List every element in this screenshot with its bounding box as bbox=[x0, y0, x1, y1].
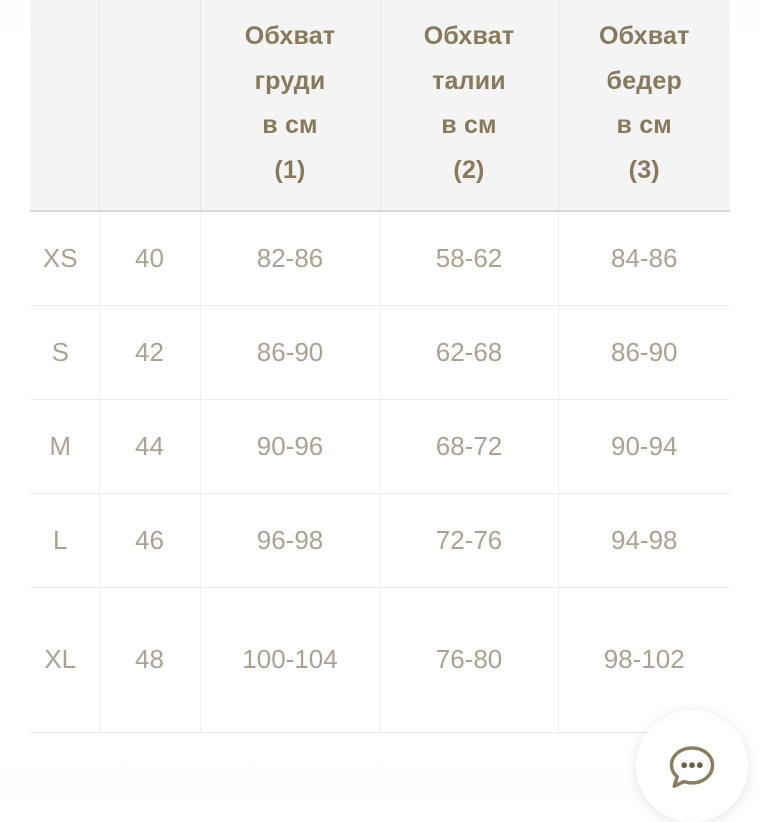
cell-rus-size: 42 bbox=[99, 305, 201, 400]
bust-header-line-1: Обхват bbox=[244, 22, 336, 50]
hips-header-line-4: (3) bbox=[628, 155, 660, 184]
table-row: M 44 90-96 68-72 90-94 bbox=[30, 399, 730, 494]
chat-widget-button[interactable] bbox=[636, 710, 748, 822]
cell-waist: 68-72 bbox=[380, 399, 559, 494]
waist-header-line-2: талии bbox=[432, 66, 506, 95]
cell-hips: 98-102 bbox=[558, 587, 730, 733]
hips-header-line-1: Обхват bbox=[598, 22, 690, 50]
waist-header-line-1: Обхват bbox=[423, 22, 515, 50]
table-row: XS 40 82-86 58-62 84-86 bbox=[30, 211, 730, 306]
waist-header-line-3: в см bbox=[441, 111, 497, 139]
cell-waist: 58-62 bbox=[380, 211, 559, 306]
cell-bust: 100-104 bbox=[200, 587, 381, 733]
hips-header-line-3: в см bbox=[616, 111, 672, 139]
cell-rus-size: 40 bbox=[99, 211, 201, 306]
cell-hips: 84-86 bbox=[558, 211, 730, 306]
cell-waist: 72-76 bbox=[380, 493, 559, 588]
cell-bust: 90-96 bbox=[200, 399, 381, 494]
cell-rus-size: 46 bbox=[99, 493, 201, 588]
cell-size-label: S bbox=[30, 305, 100, 400]
cell-bust: 96-98 bbox=[200, 493, 381, 588]
table-body: XS 40 82-86 58-62 84-86 S 42 86-90 62-68… bbox=[30, 211, 730, 733]
cell-rus-size: 44 bbox=[99, 399, 201, 494]
cell-waist: 76-80 bbox=[380, 587, 559, 733]
chat-bubble-dots-icon bbox=[661, 735, 723, 797]
cell-hips: 86-90 bbox=[558, 305, 730, 400]
header-row: Обхват груди в см (1) Обхват талии в см … bbox=[30, 0, 730, 212]
size-chart-page: { "table": { "headers": [ { "id": "size-… bbox=[0, 0, 760, 800]
column-header-rus-size bbox=[99, 0, 201, 212]
cell-hips: 90-94 bbox=[558, 399, 730, 494]
size-chart-table-container: Обхват груди в см (1) Обхват талии в см … bbox=[30, 0, 730, 741]
cell-size-label: XL bbox=[30, 587, 100, 733]
cell-bust: 86-90 bbox=[200, 305, 381, 400]
hips-header-line-2: бедер bbox=[606, 66, 682, 95]
column-header-waist: Обхват талии в см (2) bbox=[380, 0, 559, 212]
table-row: S 42 86-90 62-68 86-90 bbox=[30, 305, 730, 400]
size-chart-table: Обхват груди в см (1) Обхват талии в см … bbox=[30, 0, 730, 733]
cell-size-label: XS bbox=[30, 211, 100, 306]
bust-header-line-2: груди bbox=[254, 66, 326, 95]
cell-waist: 62-68 bbox=[380, 305, 559, 400]
cell-hips: 94-98 bbox=[558, 493, 730, 588]
cell-size-label: M bbox=[30, 399, 100, 494]
cell-size-label: L bbox=[30, 493, 100, 588]
table-header: Обхват груди в см (1) Обхват талии в см … bbox=[30, 0, 730, 212]
column-header-bust: Обхват груди в см (1) bbox=[200, 0, 381, 212]
bust-header-line-3: в см bbox=[262, 111, 318, 139]
bust-header-line-4: (1) bbox=[274, 155, 306, 184]
column-header-size-label bbox=[30, 0, 100, 212]
waist-header-line-4: (2) bbox=[453, 155, 485, 184]
table-row: XL 48 100-104 76-80 98-102 bbox=[30, 587, 730, 733]
column-header-hips: Обхват бедер в см (3) bbox=[558, 0, 730, 212]
cell-bust: 82-86 bbox=[200, 211, 381, 306]
cell-rus-size: 48 bbox=[99, 587, 201, 733]
table-row: L 46 96-98 72-76 94-98 bbox=[30, 493, 730, 588]
